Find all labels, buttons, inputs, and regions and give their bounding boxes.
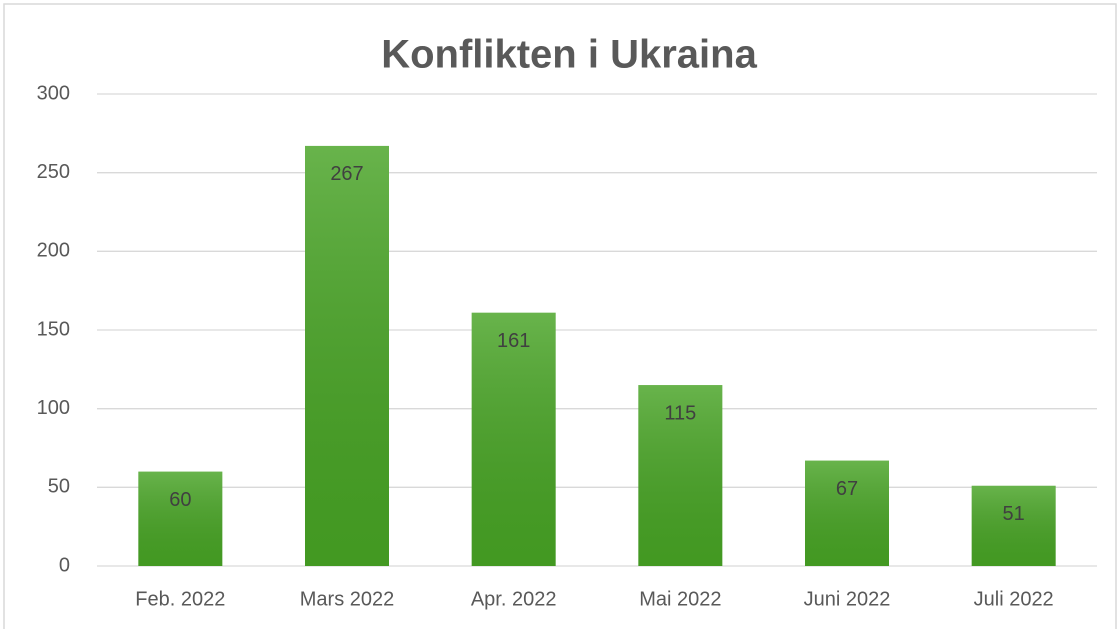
y-tick-label: 300	[37, 82, 70, 104]
x-tick-label: Mars 2022	[300, 588, 395, 610]
x-tick-label: Feb. 2022	[135, 588, 225, 610]
x-tick-label: Apr. 2022	[471, 588, 557, 610]
bar-shine	[305, 145, 389, 567]
y-tick-label: 200	[37, 240, 70, 262]
data-label: 115	[664, 402, 696, 424]
data-label: 67	[836, 478, 858, 500]
data-label: 51	[1003, 503, 1025, 525]
y-tick-label: 0	[59, 554, 70, 576]
x-tick-label: Juli 2022	[974, 588, 1054, 610]
data-label: 161	[497, 330, 530, 352]
data-label: 60	[169, 489, 191, 511]
y-tick-label: 150	[37, 318, 70, 340]
chart-title: Konflikten i Ukraina	[381, 33, 757, 77]
bar-shine	[638, 385, 723, 566]
bar-shine	[805, 460, 889, 566]
bar-shine	[138, 471, 223, 566]
bar-shine	[971, 485, 1056, 566]
data-label: 267	[330, 163, 363, 185]
y-tick-label: 50	[48, 476, 70, 498]
x-tick-label: Juni 2022	[804, 588, 891, 610]
y-tick-label: 100	[37, 397, 70, 419]
y-tick-label: 250	[37, 161, 70, 183]
x-tick-label: Mai 2022	[639, 588, 721, 610]
bar-shine	[471, 312, 556, 566]
